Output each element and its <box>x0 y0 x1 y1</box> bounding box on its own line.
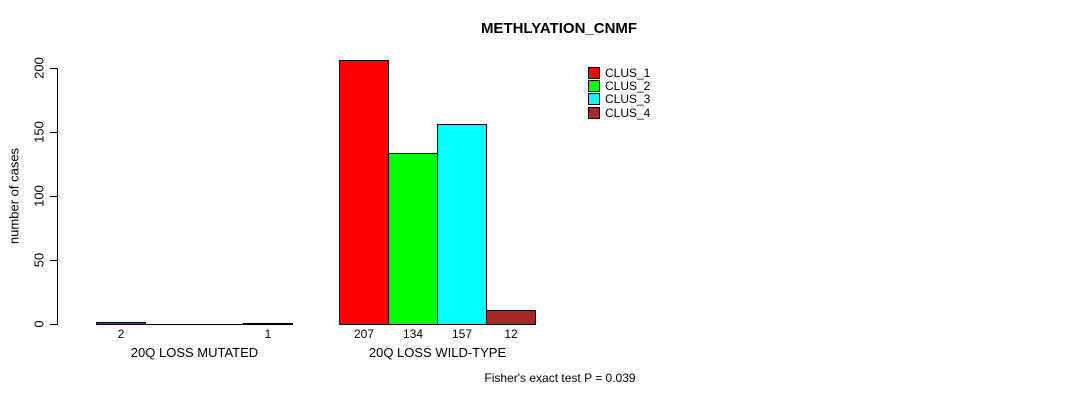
y-axis-tick <box>50 324 57 325</box>
legend-label: CLUS_4 <box>605 105 651 120</box>
bar-clus_4 <box>486 310 536 325</box>
x-baseline <box>96 324 293 325</box>
y-axis-tick-label: 50 <box>31 252 47 268</box>
y-axis-tick <box>50 68 57 69</box>
y-axis-tick <box>50 132 57 133</box>
y-axis-tick <box>50 196 57 197</box>
legend-swatch-clus_4 <box>588 106 600 119</box>
y-axis-tick-label: 200 <box>31 57 47 79</box>
legend: CLUS_1 CLUS_2 CLUS_3 CLUS_4 <box>588 66 650 120</box>
bar-clus_4 <box>243 323 293 325</box>
y-axis-tick <box>50 260 57 261</box>
y-axis-tick-label: 100 <box>31 185 47 207</box>
bar-clus_2 <box>388 153 438 325</box>
bar-value-label: 207 <box>353 327 375 341</box>
legend-swatch-clus_3 <box>588 93 600 106</box>
legend-label: CLUS_1 <box>605 65 651 80</box>
bar-value-label: 2 <box>117 327 125 341</box>
legend-item: CLUS_3 <box>588 92 651 107</box>
legend-label: CLUS_3 <box>605 92 651 107</box>
legend-item: CLUS_1 <box>588 65 651 80</box>
legend-swatch-clus_1 <box>588 66 600 79</box>
legend-item: CLUS_2 <box>588 79 651 94</box>
x-category-label-wildtype: 20Q LOSS WILD-TYPE <box>368 345 507 360</box>
bar-clus_1 <box>96 322 146 325</box>
legend-label: CLUS_2 <box>605 79 651 94</box>
legend-item: CLUS_4 <box>588 105 651 120</box>
bar-value-label: 12 <box>504 327 518 341</box>
bar-value-label: 134 <box>402 327 424 341</box>
fisher-test-annotation: Fisher's exact test P = 0.039 <box>484 371 636 385</box>
y-axis-line <box>57 68 58 325</box>
bar-clus_3 <box>437 124 487 325</box>
legend-swatch-clus_2 <box>588 80 600 93</box>
chart-title: METHLYATION_CNMF <box>480 20 638 37</box>
y-axis-tick-label: 150 <box>31 121 47 143</box>
bar-clus_1 <box>339 60 389 325</box>
y-axis-tick-label: 0 <box>31 320 47 328</box>
bar-value-label: 1 <box>264 327 272 341</box>
bar-value-label: 157 <box>451 327 473 341</box>
x-category-label-mutated: 20Q LOSS MUTATED <box>130 345 259 360</box>
